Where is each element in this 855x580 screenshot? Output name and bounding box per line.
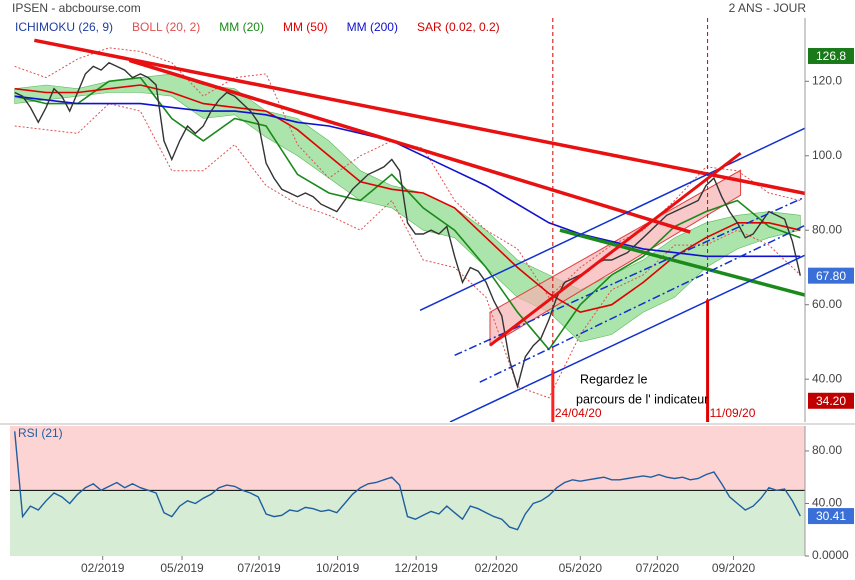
x-tick-label: 02/2020 (475, 561, 519, 575)
chart-subtitle: 2 ANS - JOUR (729, 1, 807, 15)
trend-line (449, 254, 805, 422)
legend-entry: SAR (0.02, 0.2) (417, 20, 500, 34)
annotation: parcours de l' indicateur (576, 392, 708, 406)
y-tick-label: 120.0 (812, 73, 842, 87)
trend-line (559, 228, 805, 297)
trend-line (419, 127, 805, 311)
trend-line (34, 38, 805, 196)
bollinger-upper (14, 47, 801, 299)
y-tick-label: 40.00 (812, 371, 842, 385)
trend-line (479, 224, 805, 383)
x-tick-label: 02/2019 (81, 561, 125, 575)
overlay: 24/04/20 11/09/20 40.00 60.00 80.00 100.0 120.… (0, 18, 855, 575)
y-tick-label: 80.00 (812, 443, 842, 457)
price-marker (808, 392, 854, 409)
trend-line (128, 58, 691, 234)
x-tick-label: 05/2020 (559, 561, 603, 575)
price-marker (808, 47, 854, 64)
moving-average (14, 95, 801, 258)
rsi-title: RSI (21) (18, 426, 63, 440)
main-line (14, 61, 801, 390)
y-tick-label: 40.00 (812, 496, 842, 510)
lower-zone (10, 490, 805, 556)
main-line (14, 431, 801, 531)
price-marker (808, 267, 854, 284)
y-tick-label: 60.00 (812, 297, 842, 311)
annotation: Regardez le (580, 372, 647, 386)
legend-entry: BOLL (20, 2) (132, 20, 200, 34)
x-tick-label: 05/2019 (160, 561, 204, 575)
date-label: 24/04/20 (555, 406, 602, 420)
y-tick-label: 100.0 (812, 148, 842, 162)
price-marker-label: 34.20 (816, 394, 846, 408)
price-marker-label: 67.80 (816, 269, 846, 283)
rsi-panel (10, 426, 805, 556)
bollinger-lower (14, 103, 801, 399)
x-tick-label: 12/2019 (394, 561, 438, 575)
legend-entry: MM (50) (283, 20, 328, 34)
legend-entry: ICHIMOKU (26, 9) (15, 20, 113, 34)
price-marker-label: 126.8 (816, 49, 846, 63)
legend-entry: MM (20) (219, 20, 264, 34)
trend-line (489, 151, 742, 347)
x-tick-label: 09/2020 (712, 561, 756, 575)
chart-title: IPSEN - abcbourse.com (12, 1, 141, 15)
y-tick-label: 80.00 (812, 222, 842, 236)
y-tick-label: 0.0000 (812, 548, 849, 562)
price-marker (808, 508, 854, 525)
price-marker-label: 30.41 (816, 509, 846, 523)
price-panel (14, 18, 805, 422)
x-tick-label: 07/2019 (237, 561, 281, 575)
x-tick-label: 07/2020 (636, 561, 680, 575)
upper-zone (10, 426, 805, 491)
legend-entry: MM (200) (347, 20, 398, 34)
x-tick-label: 10/2019 (316, 561, 360, 575)
date-label: 11/09/20 (710, 406, 756, 420)
